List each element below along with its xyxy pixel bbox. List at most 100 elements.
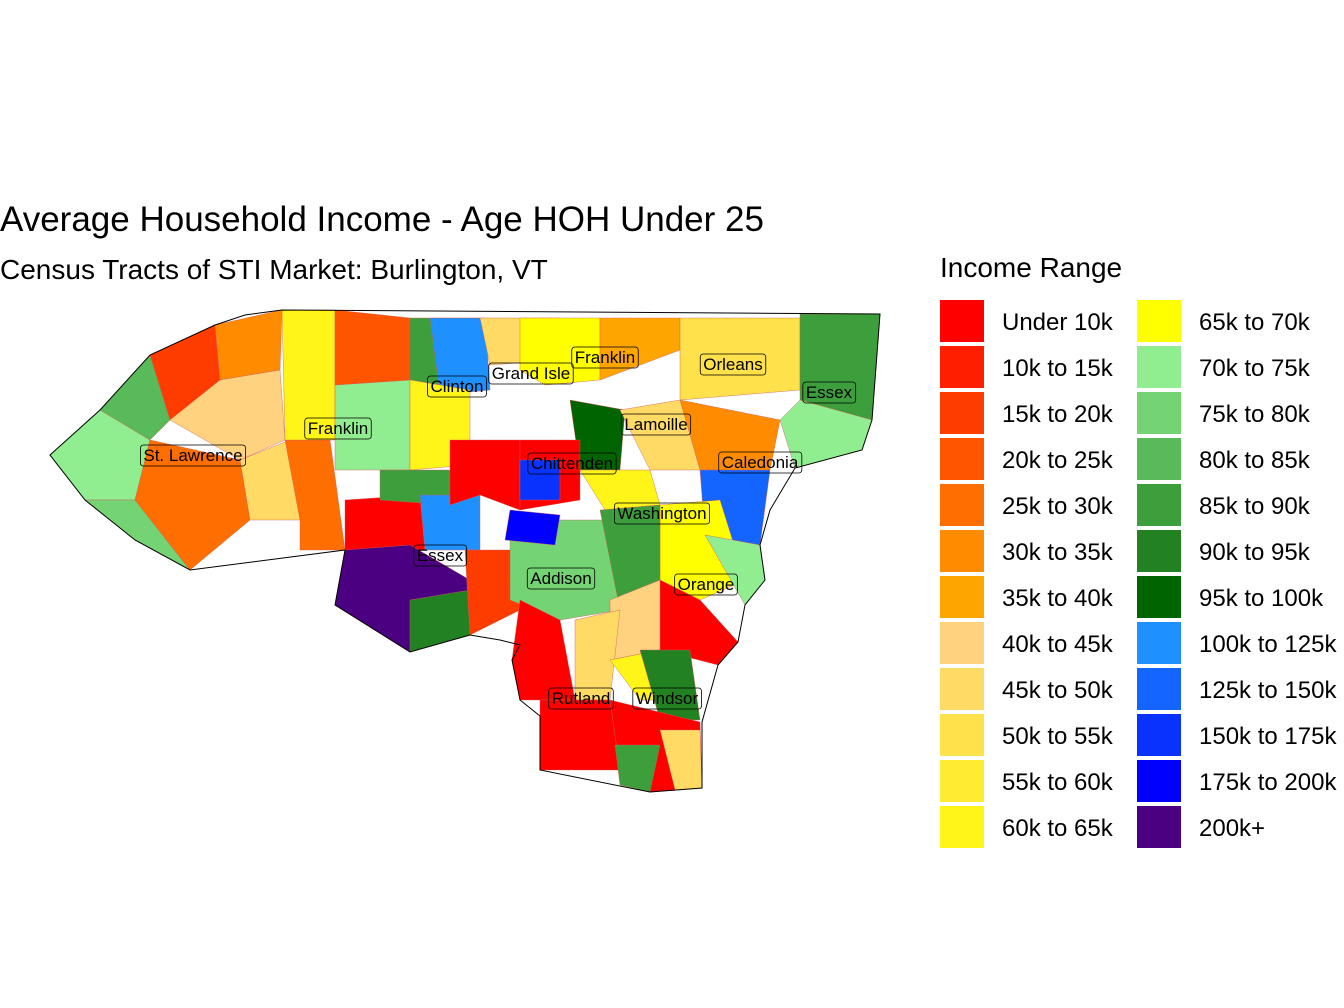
county-label: Grand Isle bbox=[488, 362, 574, 385]
county-label: Chittenden bbox=[527, 452, 617, 475]
county-name: St. Lawrence bbox=[143, 446, 242, 465]
county-name: Windsor bbox=[636, 689, 699, 708]
legend-label: 55k to 60k bbox=[1002, 769, 1113, 796]
legend-item: 30k to 35k bbox=[940, 530, 1140, 576]
legend-swatch bbox=[940, 714, 984, 756]
county-label: Franklin bbox=[304, 417, 372, 440]
legend-item: 60k to 65k bbox=[940, 806, 1140, 852]
county-label: Addison bbox=[526, 567, 596, 590]
county-name: Clinton bbox=[431, 377, 484, 396]
census-tract bbox=[334, 309, 411, 386]
county-label-box bbox=[526, 567, 596, 590]
legend-item: 45k to 50k bbox=[940, 668, 1140, 714]
legend-swatch bbox=[940, 530, 984, 572]
legend-label: 10k to 15k bbox=[1002, 355, 1113, 382]
legend-label: 25k to 30k bbox=[1002, 493, 1113, 520]
county-label-box bbox=[413, 544, 468, 567]
legend-label: 15k to 20k bbox=[1002, 401, 1113, 428]
county-label: Windsor bbox=[632, 687, 702, 710]
county-label: Lamoille bbox=[620, 413, 692, 436]
legend-item: 25k to 30k bbox=[940, 484, 1140, 530]
choropleth-map: St. Lawrence Franklin Clinton Grand Isle Fra… bbox=[49, 309, 881, 793]
legend-item: 75k to 80k bbox=[1137, 392, 1337, 438]
census-tract bbox=[504, 509, 561, 546]
map-subtitle: Census Tracts of STI Market: Burlington,… bbox=[0, 254, 548, 285]
county-label: St. Lawrence bbox=[139, 444, 247, 467]
county-name: Addison bbox=[530, 569, 591, 588]
county-name: Chittenden bbox=[531, 454, 613, 473]
county-label-box bbox=[304, 417, 372, 440]
county-name: Lamoille bbox=[624, 415, 687, 434]
legend-item: 65k to 70k bbox=[1137, 300, 1337, 346]
legend-swatch bbox=[940, 760, 984, 802]
county-name: Caledonia bbox=[722, 453, 799, 472]
county-labels: St. Lawrence Franklin Clinton Grand Isle Fra… bbox=[139, 346, 857, 710]
county-label-box bbox=[614, 502, 710, 525]
census-tracts bbox=[49, 309, 881, 793]
legend-label: 30k to 35k bbox=[1002, 539, 1113, 566]
county-label: Orleans bbox=[699, 353, 767, 376]
legend-label: 125k to 150k bbox=[1199, 677, 1337, 704]
county-label-box bbox=[699, 353, 767, 376]
county-label-box bbox=[632, 687, 702, 710]
legend-label: 200k+ bbox=[1199, 815, 1266, 842]
census-tract bbox=[409, 589, 471, 653]
legend: Under 10k 10k to 15k 15k to 20k 20k to 25k 2… bbox=[940, 300, 1344, 852]
legend-swatch bbox=[1137, 300, 1181, 342]
legend-item: 35k to 40k bbox=[940, 576, 1140, 622]
legend-label: 75k to 80k bbox=[1199, 401, 1310, 428]
legend-item: 70k to 75k bbox=[1137, 346, 1337, 392]
legend-item: 150k to 175k bbox=[1137, 714, 1337, 760]
legend-item: 90k to 95k bbox=[1137, 530, 1337, 576]
county-label-box bbox=[802, 381, 857, 404]
legend-swatch bbox=[940, 484, 984, 526]
county-label: Clinton bbox=[427, 375, 487, 398]
legend-item: 175k to 200k bbox=[1137, 760, 1337, 806]
county-label: Rutland bbox=[548, 687, 614, 710]
legend-swatch bbox=[940, 668, 984, 710]
legend-label: 65k to 70k bbox=[1199, 309, 1310, 336]
region-outline bbox=[49, 309, 881, 793]
county-label-box bbox=[674, 573, 738, 596]
county-name: Franklin bbox=[575, 348, 635, 367]
legend-item: 125k to 150k bbox=[1137, 668, 1337, 714]
census-tract bbox=[519, 459, 561, 501]
legend-title: Income Range bbox=[940, 252, 1123, 283]
legend-item: 200k+ bbox=[1137, 806, 1337, 852]
legend-item: 80k to 85k bbox=[1137, 438, 1337, 484]
census-tract bbox=[539, 699, 621, 771]
legend-item: Under 10k bbox=[940, 300, 1140, 346]
county-label-box bbox=[718, 451, 803, 474]
legend-swatch bbox=[1137, 576, 1181, 618]
legend-swatch bbox=[1137, 622, 1181, 664]
legend-item: 85k to 90k bbox=[1137, 484, 1337, 530]
county-name: Essex bbox=[417, 546, 464, 565]
legend-label: 20k to 25k bbox=[1002, 447, 1113, 474]
county-label: Franklin bbox=[571, 346, 639, 369]
legend-item: 15k to 20k bbox=[940, 392, 1140, 438]
legend-swatch bbox=[940, 346, 984, 388]
legend-label: 40k to 45k bbox=[1002, 631, 1113, 658]
legend-label: 100k to 125k bbox=[1199, 631, 1337, 658]
census-tract bbox=[214, 309, 283, 381]
legend-label: 150k to 175k bbox=[1199, 723, 1337, 750]
county-name: Grand Isle bbox=[492, 364, 570, 383]
legend-item: 50k to 55k bbox=[940, 714, 1140, 760]
legend-item: 95k to 100k bbox=[1137, 576, 1337, 622]
legend-label: 95k to 100k bbox=[1199, 585, 1324, 612]
county-label-box bbox=[620, 413, 692, 436]
legend-label: 35k to 40k bbox=[1002, 585, 1113, 612]
legend-item: 40k to 45k bbox=[940, 622, 1140, 668]
county-label-box bbox=[427, 375, 487, 398]
legend-swatch bbox=[940, 576, 984, 618]
legend-label: 45k to 50k bbox=[1002, 677, 1113, 704]
legend-swatch bbox=[1137, 530, 1181, 572]
legend-swatch bbox=[1137, 668, 1181, 710]
map-title: Average Household Income - Age HOH Under… bbox=[0, 200, 764, 239]
legend-label: 50k to 55k bbox=[1002, 723, 1113, 750]
legend-swatch bbox=[1137, 760, 1181, 802]
legend-swatch bbox=[1137, 806, 1181, 848]
census-tract bbox=[509, 519, 621, 621]
legend-swatch bbox=[1137, 714, 1181, 756]
county-label-box bbox=[571, 346, 639, 369]
